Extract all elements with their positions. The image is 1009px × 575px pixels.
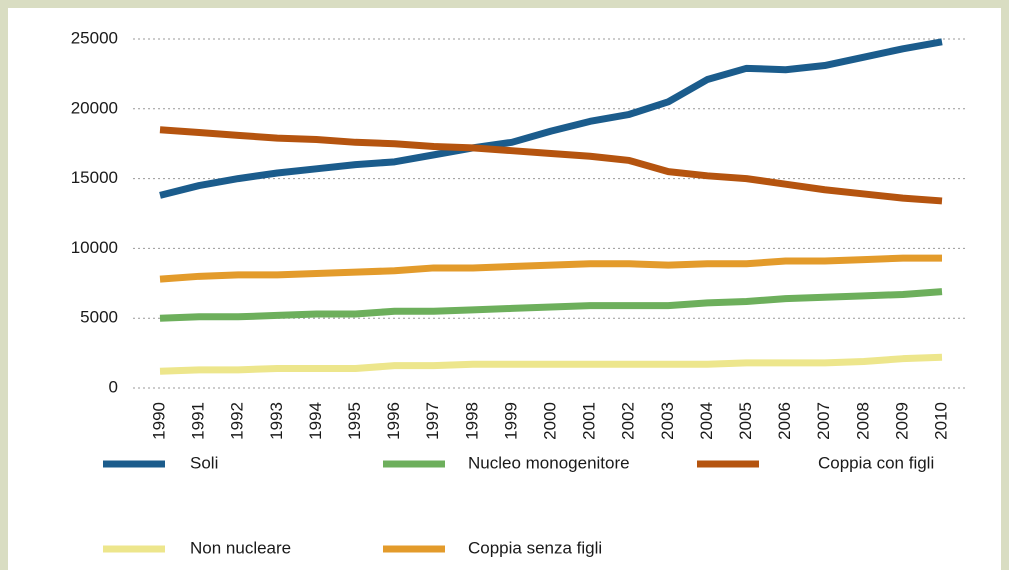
y-tick-label: 15000 — [71, 168, 118, 187]
series-line — [159, 288, 943, 322]
x-tick-label: 2007 — [814, 402, 833, 440]
legend-label: Coppia senza figli — [468, 538, 602, 557]
x-tick-label: 1993 — [267, 402, 286, 440]
legend-label: Non nucleare — [190, 538, 291, 557]
x-tick-label: 1990 — [149, 402, 168, 440]
x-tick-label: 2002 — [619, 402, 638, 440]
y-tick-label: 25000 — [71, 28, 118, 47]
series-line — [159, 38, 943, 199]
legend-label: Nucleo monogenitore — [468, 453, 630, 472]
x-tick-label: 2008 — [853, 402, 872, 440]
series-line — [159, 254, 942, 283]
legend-label: Coppia con figli — [818, 453, 934, 472]
x-tick-label: 1997 — [423, 402, 442, 440]
x-tick-label: 1992 — [228, 402, 247, 440]
y-tick-label: 10000 — [71, 238, 118, 257]
y-tick-label: 20000 — [71, 98, 118, 117]
y-tick-label: 0 — [109, 377, 118, 396]
x-tick-label: 2009 — [892, 402, 911, 440]
x-tick-label: 2001 — [580, 402, 599, 440]
x-tick-label: 1995 — [345, 402, 364, 440]
x-tick-label: 2010 — [931, 402, 950, 440]
series-line — [159, 126, 943, 205]
x-tick-label: 2000 — [540, 402, 559, 440]
x-tick-label: 2003 — [658, 402, 677, 440]
legend-label: Soli — [190, 453, 218, 472]
x-tick-label: 1999 — [501, 402, 520, 440]
x-tick-label: 2004 — [697, 402, 716, 440]
x-tick-label: 1991 — [189, 402, 208, 440]
series-line — [159, 353, 943, 375]
x-tick-label: 1998 — [462, 402, 481, 440]
x-tick-label: 1994 — [306, 402, 325, 440]
x-tick-label: 1996 — [384, 402, 403, 440]
x-tick-label: 2005 — [736, 402, 755, 440]
y-tick-label: 5000 — [80, 308, 118, 327]
x-tick-label: 2006 — [775, 402, 794, 440]
